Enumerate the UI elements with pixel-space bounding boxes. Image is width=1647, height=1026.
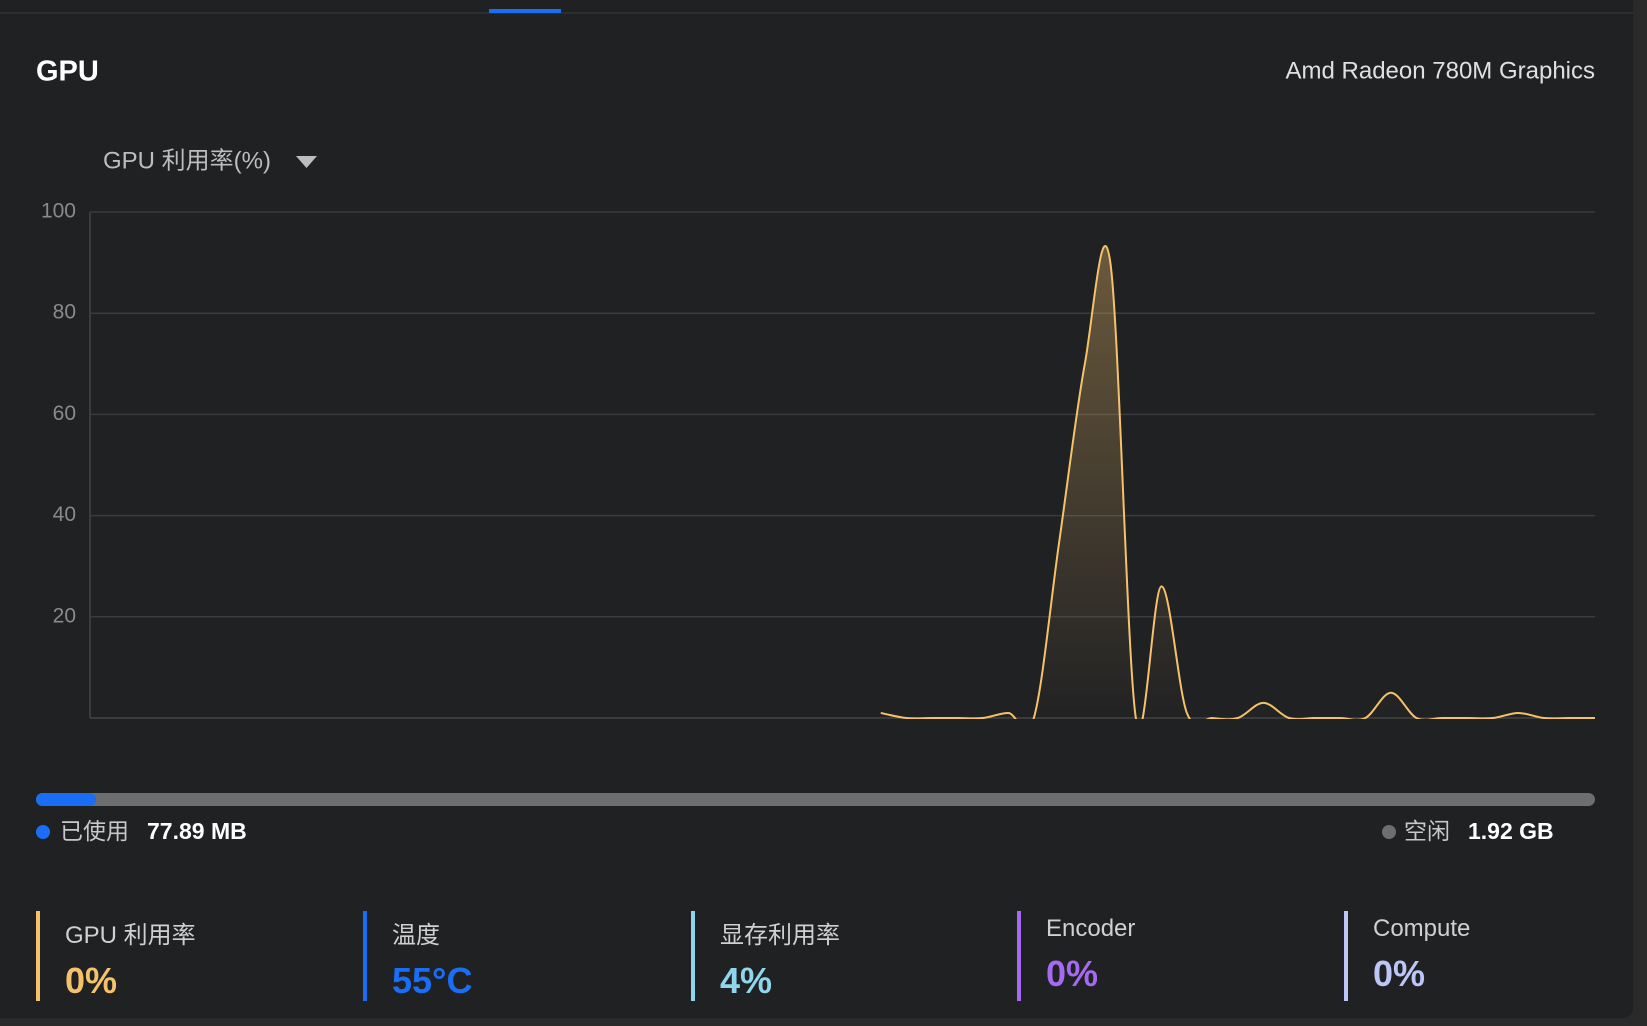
used-value: 77.89 MB [147, 818, 247, 844]
memory-bar [36, 793, 1595, 806]
stat-value: 0% [65, 960, 118, 1001]
y-tick-label: 100 [41, 200, 76, 223]
free-value: 1.92 GB [1468, 818, 1554, 844]
y-tick-label: 40 [53, 503, 76, 526]
device-name: Amd Radeon 780M Graphics [1286, 57, 1596, 84]
line-area [880, 246, 1595, 719]
stat-value: 4% [720, 960, 773, 1001]
metric-dropdown[interactable]: GPU 利用率(%) [103, 147, 271, 174]
stat-card: 显存利用率 4% [691, 911, 840, 1001]
panel-title: GPU [36, 56, 99, 88]
stat-card: Encoder 0% [1017, 911, 1135, 1001]
free-dot [1382, 825, 1396, 839]
stat-label: Encoder [1046, 915, 1136, 942]
stat-label: 温度 [392, 922, 440, 949]
free-label: 空闲 [1404, 818, 1450, 844]
active-tab-indicator [489, 9, 561, 13]
stat-label: Compute [1373, 915, 1471, 942]
stat-label: 显存利用率 [720, 922, 840, 949]
stat-card: 温度 55°C [363, 911, 472, 1001]
stat-card: Compute 0% [1344, 911, 1470, 1001]
stat-value: 55°C [392, 960, 473, 1001]
used-dot [36, 825, 50, 839]
stat-card: GPU 利用率 0% [36, 911, 196, 1001]
used-label: 已使用 [60, 818, 129, 844]
y-tick-label: 60 [53, 402, 76, 425]
y-tick-label: 80 [53, 301, 76, 324]
dropdown-arrow[interactable] [296, 156, 317, 168]
y-tick-label: 20 [53, 604, 76, 627]
memory-used-bar [36, 793, 96, 806]
line [880, 245, 1595, 719]
stat-value: 0% [1046, 953, 1099, 994]
stat-value: 0% [1373, 953, 1426, 994]
stat-label: GPU 利用率 [65, 922, 196, 949]
